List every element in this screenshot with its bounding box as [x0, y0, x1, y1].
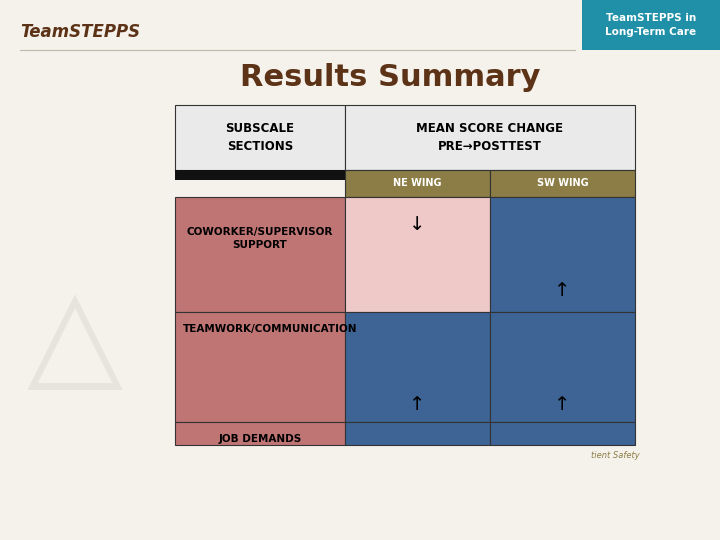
Text: ↑: ↑ — [554, 395, 571, 414]
FancyBboxPatch shape — [175, 170, 345, 180]
FancyBboxPatch shape — [345, 105, 635, 170]
FancyBboxPatch shape — [345, 197, 490, 312]
FancyBboxPatch shape — [490, 312, 635, 422]
FancyBboxPatch shape — [175, 105, 345, 170]
FancyBboxPatch shape — [175, 197, 345, 312]
FancyBboxPatch shape — [345, 312, 490, 422]
Text: JOB DEMANDS: JOB DEMANDS — [218, 434, 302, 444]
FancyBboxPatch shape — [175, 312, 345, 422]
Text: SW WING: SW WING — [536, 179, 588, 188]
FancyBboxPatch shape — [345, 422, 490, 445]
FancyBboxPatch shape — [490, 197, 635, 312]
FancyBboxPatch shape — [345, 170, 490, 197]
Text: TeamSTEPPS: TeamSTEPPS — [20, 23, 140, 41]
Text: △: △ — [27, 280, 123, 401]
Text: COWORKER/SUPERVISOR
SUPPORT: COWORKER/SUPERVISOR SUPPORT — [186, 227, 333, 250]
FancyBboxPatch shape — [582, 0, 720, 50]
Text: ↑: ↑ — [554, 280, 571, 300]
FancyBboxPatch shape — [490, 422, 635, 445]
Text: MEAN SCORE CHANGE
PRE→POSTTEST: MEAN SCORE CHANGE PRE→POSTTEST — [416, 122, 564, 153]
Text: Results Summary: Results Summary — [240, 64, 540, 92]
Text: TeamSTEPPS in
Long-Term Care: TeamSTEPPS in Long-Term Care — [606, 14, 696, 37]
FancyBboxPatch shape — [175, 422, 345, 445]
Text: tient Safety: tient Safety — [591, 451, 640, 460]
FancyBboxPatch shape — [490, 170, 635, 197]
Text: TEAMWORK/COMMUNICATION: TEAMWORK/COMMUNICATION — [183, 324, 358, 334]
Text: NE WING: NE WING — [393, 179, 442, 188]
Text: SUBSCALE
SECTIONS: SUBSCALE SECTIONS — [225, 122, 294, 153]
Text: ↑: ↑ — [409, 395, 426, 414]
Text: ↓: ↓ — [409, 215, 426, 234]
